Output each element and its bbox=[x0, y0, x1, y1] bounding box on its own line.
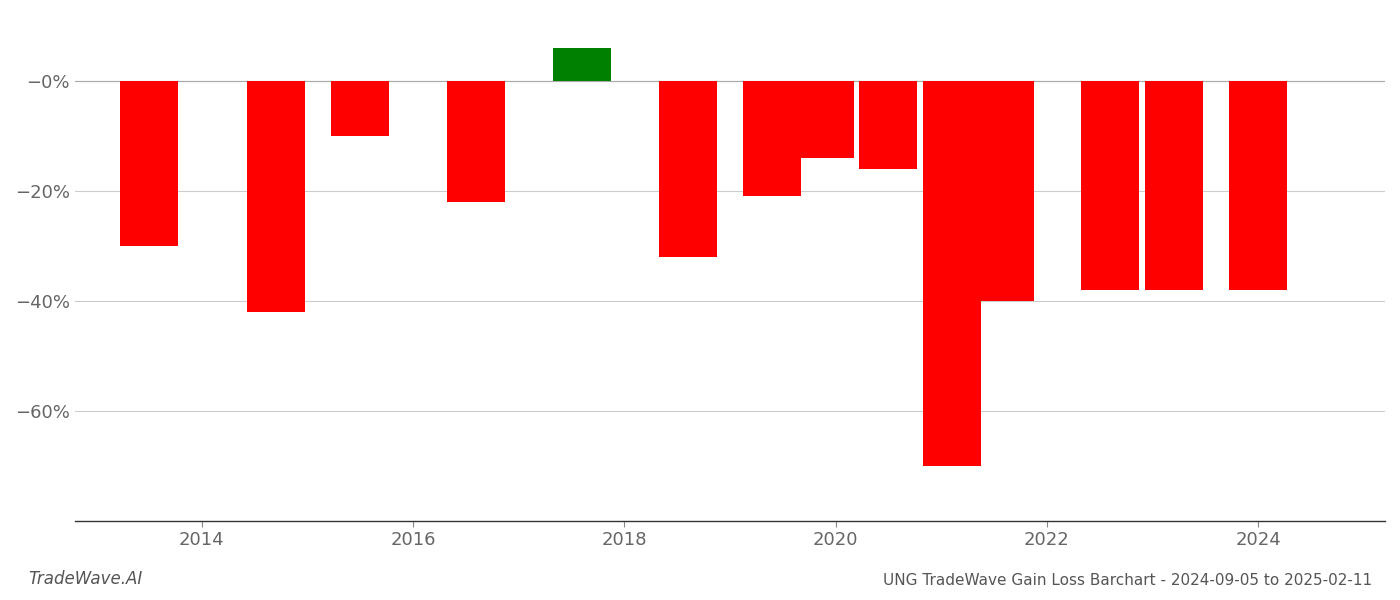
Bar bbox=[923, 81, 981, 466]
Bar bbox=[246, 81, 305, 312]
Text: UNG TradeWave Gain Loss Barchart - 2024-09-05 to 2025-02-11: UNG TradeWave Gain Loss Barchart - 2024-… bbox=[883, 573, 1372, 588]
Bar bbox=[797, 81, 854, 158]
Bar bbox=[1081, 81, 1140, 290]
Bar bbox=[1229, 81, 1287, 290]
Bar bbox=[860, 81, 917, 169]
Bar bbox=[976, 81, 1033, 301]
Text: TradeWave.AI: TradeWave.AI bbox=[28, 570, 143, 588]
Bar bbox=[330, 81, 389, 136]
Bar bbox=[1145, 81, 1203, 290]
Bar bbox=[658, 81, 717, 257]
Bar bbox=[447, 81, 505, 202]
Bar bbox=[553, 48, 610, 81]
Bar bbox=[120, 81, 178, 246]
Bar bbox=[743, 81, 801, 196]
